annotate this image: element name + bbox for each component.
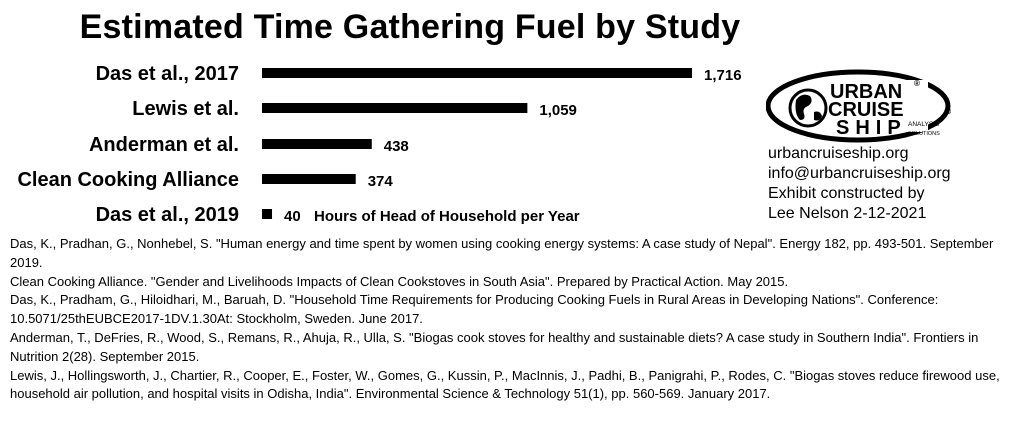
logo-word-urban: URBAN [830, 81, 902, 103]
logo-word-cruise: CRUISE [828, 99, 904, 121]
website-link[interactable]: urbancruiseship.org [768, 145, 909, 162]
contact-block: urbancruiseship.org info@urbancruiseship… [768, 144, 951, 224]
email-link[interactable]: info@urbancruiseship.org [768, 165, 951, 182]
credit-line: Exhibit constructed by [768, 185, 925, 202]
references-list: Das, K., Pradhan, G., Nonhebel, S. "Huma… [10, 235, 1008, 404]
data-label: 438 [384, 138, 409, 155]
data-label: 374 [368, 173, 394, 190]
reference-item: Das, K., Pradham, G., Hiloidhari, M., Ba… [10, 292, 939, 327]
bar [262, 174, 356, 184]
registered-mark: ® [914, 79, 920, 88]
reference-item: Clean Cooking Alliance. "Gender and Live… [10, 273, 789, 289]
reference-item: Das, K., Pradhan, G., Nonhebel, S. "Huma… [10, 236, 994, 270]
category-label: Das et al., 2019 [96, 204, 239, 226]
logo-tagline-analysis: ANALYSIS [908, 121, 940, 128]
category-label: Clean Cooking Alliance [17, 169, 239, 191]
bar [262, 68, 692, 78]
svg-text:®: ® [946, 108, 952, 116]
data-label: 1,059 [539, 102, 577, 119]
logo-word-ship: SHIP [836, 117, 907, 139]
reference-item: Anderman, T., DeFries, R., Wood, S., Rem… [10, 329, 979, 364]
reference-item: Lewis, J., Hollingsworth, J., Chartier, … [10, 367, 1000, 402]
bar [262, 209, 273, 219]
category-label: Das et al., 2017 [96, 63, 239, 85]
bar [262, 139, 372, 149]
data-label: 40 [284, 208, 301, 225]
category-label: Lewis et al. [132, 98, 239, 120]
credit-author-date: Lee Nelson 2-12-2021 [768, 205, 927, 222]
data-label: 1,716 [704, 67, 742, 84]
chart-title: Estimated Time Gathering Fuel by Study [79, 8, 741, 46]
category-label: Anderman et al. [89, 134, 239, 156]
bar-chart: Das et al., 2017 1,716 Lewis et al. 1,059 An… [17, 63, 742, 226]
bar [262, 103, 528, 113]
logo-tagline-solutions: SOLUTIONS [908, 131, 940, 137]
unit-annotation: Hours of Head of Household per Year [314, 208, 580, 225]
globe-continent-icon [795, 94, 812, 120]
urban-cruise-ship-logo: URBAN CRUISE SHIP ® ® ANALYSIS SOLUTIONS [766, 69, 952, 143]
logo-ring [766, 69, 951, 143]
